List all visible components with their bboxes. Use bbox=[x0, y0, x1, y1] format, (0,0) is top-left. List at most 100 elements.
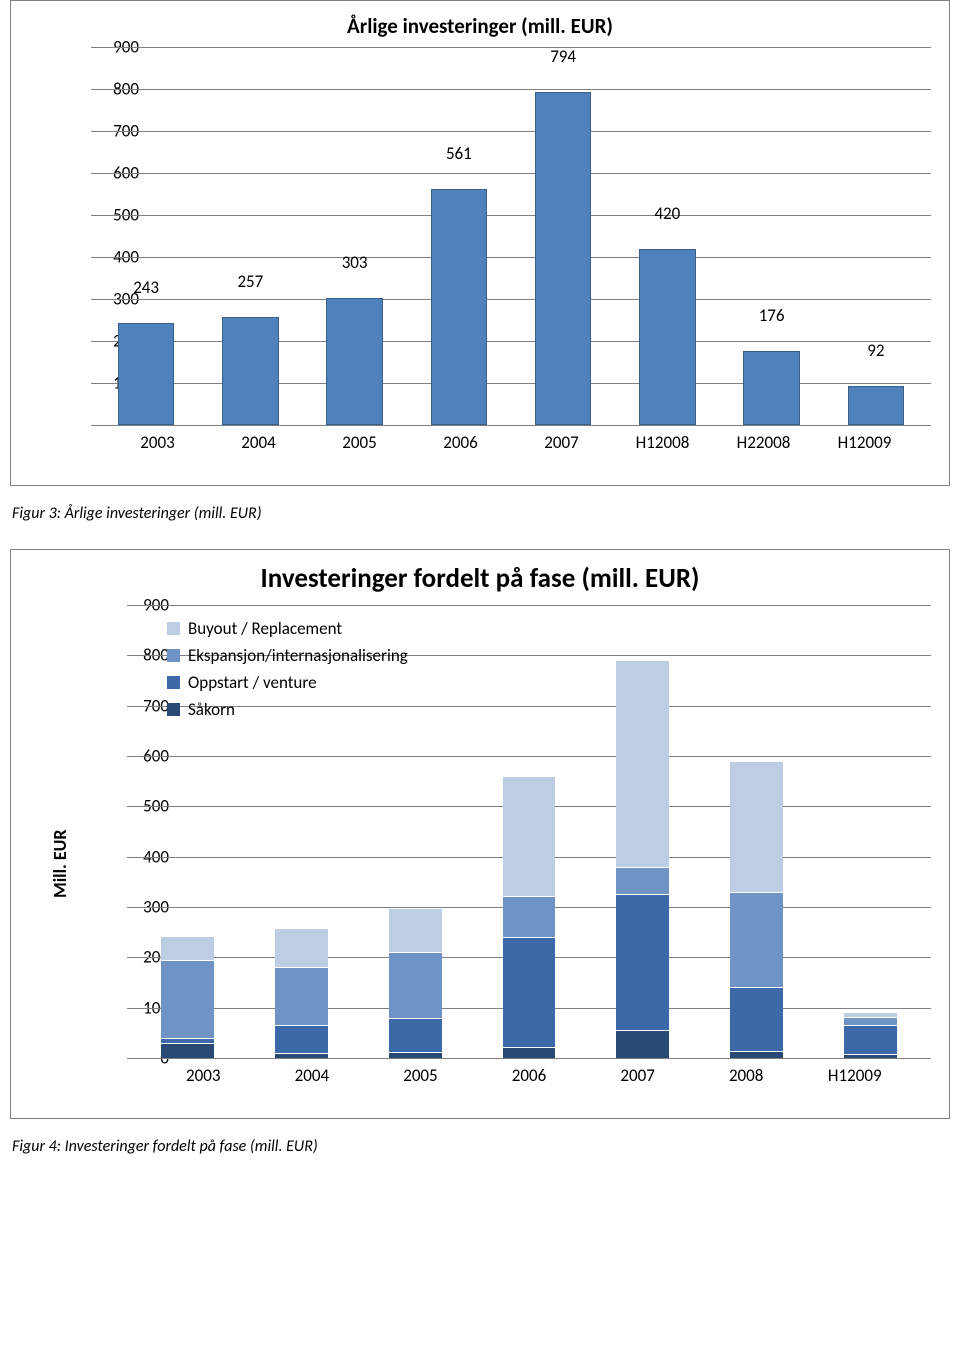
bar-segment bbox=[389, 1052, 442, 1058]
x-tick-label: 2005 bbox=[366, 1065, 475, 1086]
legend-item: Såkorn bbox=[167, 697, 408, 721]
stacked-bar bbox=[503, 776, 556, 1058]
x-tick-label: H12009 bbox=[814, 432, 915, 453]
bar-segment bbox=[616, 660, 669, 866]
bar-segment bbox=[616, 1030, 669, 1058]
legend-swatch bbox=[167, 676, 180, 689]
legend-item: Ekspansjon/internasjonalisering bbox=[167, 643, 408, 667]
legend-label: Oppstart / venture bbox=[188, 672, 317, 693]
legend: Buyout / Replacement Ekspansjon/internasj… bbox=[167, 616, 408, 724]
bar-segment bbox=[161, 960, 214, 1038]
bar bbox=[535, 92, 591, 425]
legend-item: Buyout / Replacement bbox=[167, 616, 408, 640]
bar-segment bbox=[730, 1051, 783, 1058]
x-tick-label: 2004 bbox=[258, 1065, 367, 1086]
legend-label: Ekspansjon/internasjonalisering bbox=[188, 645, 408, 666]
bar-segment bbox=[275, 1025, 328, 1053]
x-tick-label: 2006 bbox=[475, 1065, 584, 1086]
bar-group: 243 bbox=[107, 47, 185, 425]
x-tick-label: H22008 bbox=[713, 432, 814, 453]
bar-value-label: 794 bbox=[550, 46, 576, 69]
bar-group bbox=[604, 605, 682, 1058]
y-axis-title: Mill. EUR bbox=[49, 829, 71, 898]
bar-group: 303 bbox=[316, 47, 394, 425]
legend-swatch bbox=[167, 649, 180, 662]
stacked-bar bbox=[844, 1012, 897, 1058]
bar-group bbox=[718, 605, 796, 1058]
gridline bbox=[127, 1058, 931, 1059]
bar-segment bbox=[844, 1017, 897, 1025]
bar bbox=[118, 323, 174, 425]
x-axis-labels: 20032004200520062007H12008H22008H12009 bbox=[107, 432, 915, 453]
bar bbox=[639, 249, 695, 425]
plot-area: -100200300400500600700800900 24325730356… bbox=[91, 47, 931, 477]
figure-3-caption: Figur 3: Årlige investeringer (mill. EUR… bbox=[12, 504, 948, 523]
bar-value-label: 92 bbox=[867, 340, 884, 363]
legend-swatch bbox=[167, 703, 180, 716]
figure-4-caption: Figur 4: Investeringer fordelt på fase (… bbox=[12, 1137, 948, 1156]
bar-group: 176 bbox=[733, 47, 811, 425]
bar bbox=[743, 351, 799, 425]
investments-by-phase-chart: Investeringer fordelt på fase (mill. EUR… bbox=[10, 549, 950, 1119]
bar-segment bbox=[503, 937, 556, 1047]
bar-segment bbox=[389, 1018, 442, 1052]
bar-group: 794 bbox=[524, 47, 602, 425]
bar-segment bbox=[275, 967, 328, 1025]
bar-segment bbox=[389, 908, 442, 952]
bar-segment bbox=[730, 761, 783, 892]
bar-segment bbox=[844, 1054, 897, 1058]
bar-group: 92 bbox=[837, 47, 915, 425]
legend-item: Oppstart / venture bbox=[167, 670, 408, 694]
bar bbox=[326, 298, 382, 425]
bar-segment bbox=[161, 1043, 214, 1058]
bar-segment bbox=[503, 896, 556, 937]
bar-group: 561 bbox=[420, 47, 498, 425]
bar-segment bbox=[730, 892, 783, 987]
bar-segment bbox=[503, 776, 556, 896]
bar-value-label: 176 bbox=[759, 305, 785, 328]
plot-area: Mill. EUR 0100200300400500600700800900 B… bbox=[127, 605, 931, 1110]
bar-group: 420 bbox=[628, 47, 706, 425]
bar bbox=[431, 189, 487, 425]
stacked-bar bbox=[389, 908, 442, 1058]
bars: 243 257 303 561 794 420 176 92 bbox=[107, 47, 915, 425]
legend-swatch bbox=[167, 622, 180, 635]
bar-segment bbox=[275, 1053, 328, 1058]
bar-value-label: 257 bbox=[237, 271, 263, 294]
chart-title: Årlige investeringer (mill. EUR) bbox=[29, 13, 931, 39]
bar-segment bbox=[161, 936, 214, 960]
x-tick-label: 2005 bbox=[309, 432, 410, 453]
x-axis-labels: 200320042005200620072008H12009 bbox=[149, 1065, 909, 1086]
gridline bbox=[91, 425, 931, 426]
legend-label: Buyout / Replacement bbox=[188, 618, 342, 639]
bar-segment bbox=[503, 1047, 556, 1058]
stacked-bar bbox=[730, 761, 783, 1058]
x-tick-label: 2007 bbox=[583, 1065, 692, 1086]
bar-segment bbox=[389, 952, 442, 1017]
x-tick-label: 2008 bbox=[692, 1065, 801, 1086]
bar-segment bbox=[275, 928, 328, 967]
x-tick-label: 2003 bbox=[149, 1065, 258, 1086]
x-tick-label: 2003 bbox=[107, 432, 208, 453]
x-tick-label: H12009 bbox=[800, 1065, 909, 1086]
bar-value-label: 420 bbox=[654, 203, 680, 226]
stacked-bar bbox=[616, 660, 669, 1058]
x-tick-label: 2006 bbox=[410, 432, 511, 453]
x-tick-label: 2007 bbox=[511, 432, 612, 453]
x-tick-label: H12008 bbox=[612, 432, 713, 453]
bar bbox=[222, 317, 278, 425]
chart-title: Investeringer fordelt på fase (mill. EUR… bbox=[29, 562, 931, 595]
annual-investments-chart: Årlige investeringer (mill. EUR) -100200… bbox=[10, 0, 950, 486]
bar-group: 257 bbox=[211, 47, 289, 425]
bar bbox=[848, 386, 904, 425]
stacked-bar bbox=[275, 928, 328, 1058]
bar-value-label: 561 bbox=[446, 143, 472, 166]
bar-group bbox=[831, 605, 909, 1058]
bar-segment bbox=[844, 1025, 897, 1054]
bar-segment bbox=[616, 867, 669, 895]
bar-segment bbox=[616, 894, 669, 1030]
x-tick-label: 2004 bbox=[208, 432, 309, 453]
bar-value-label: 243 bbox=[133, 277, 159, 300]
stacked-bar bbox=[161, 936, 214, 1058]
bar-value-label: 303 bbox=[342, 252, 368, 275]
